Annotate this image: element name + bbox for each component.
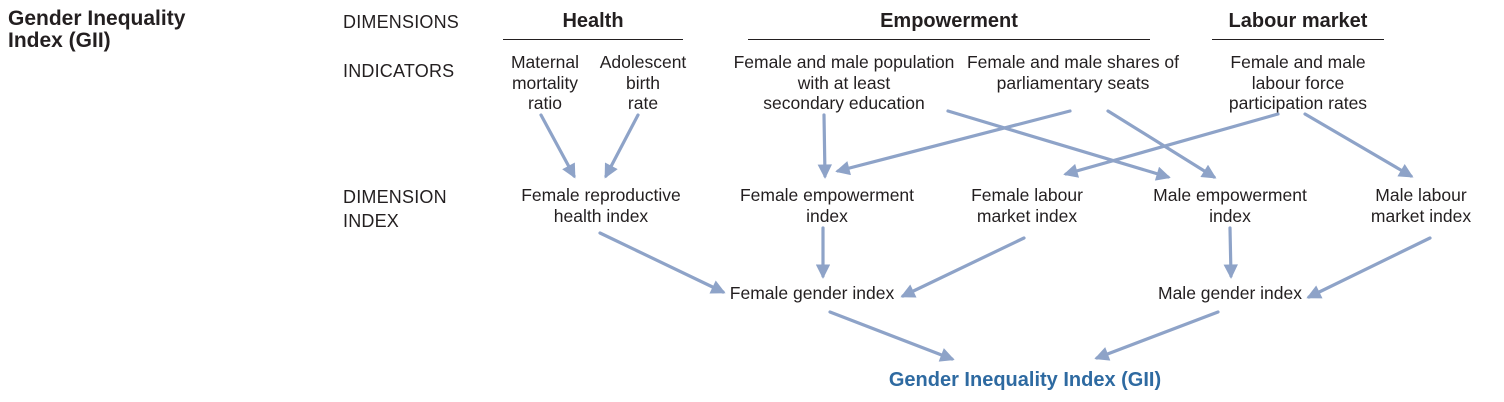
diagram-title: Gender Inequality Index (GII) xyxy=(8,8,185,52)
index-female-empowerment-line2: index xyxy=(806,205,848,226)
arrow-female-gender-to-gii xyxy=(828,310,955,362)
indicator-education-line3: secondary education xyxy=(763,93,925,113)
index-female-reproductive-health: Female reproductive health index xyxy=(516,185,686,226)
arrow-parliament-to-female-empowerment xyxy=(835,109,1072,176)
male-gender-index: Male gender index xyxy=(1158,283,1302,303)
index-female-labour-line1: Female labour xyxy=(971,185,1083,205)
arrow-education-to-male-empowerment xyxy=(946,109,1171,181)
row-label-dimension-index-line1: DIMENSION xyxy=(343,187,447,207)
arrow-maternal-to-reproductive xyxy=(539,113,576,179)
indicator-parliament-line1: Female and male shares of xyxy=(966,52,1180,72)
arrow-male-empowerment-to-male-gender xyxy=(1223,226,1238,279)
arrow-reproductive-to-female-gender xyxy=(598,231,726,294)
index-male-labour-market: Male labour market index xyxy=(1360,185,1482,226)
indicator-labour-force-line1: Female and male xyxy=(1230,52,1366,72)
index-female-reproductive-line1: Female reproductive xyxy=(521,185,681,205)
diagram-title-line1: Gender Inequality xyxy=(8,7,186,30)
indicator-labour-force-participation: Female and male labour force participati… xyxy=(1210,52,1386,114)
arrow-male-gender-to-gii xyxy=(1094,310,1220,361)
index-female-labour-line2: market index xyxy=(976,205,1078,226)
dimension-labour-market-rule xyxy=(1212,39,1384,40)
index-male-empowerment: Male empowerment index xyxy=(1140,185,1320,226)
female-gender-index: Female gender index xyxy=(729,283,895,303)
row-label-indicators: INDICATORS xyxy=(343,61,455,81)
index-male-labour-line2: market index xyxy=(1370,205,1472,226)
gender-inequality-index-final: Gender Inequality Index (GII) xyxy=(888,369,1162,391)
diagram-title-line2: Index (GII) xyxy=(8,29,111,52)
arrow-female-labour-to-female-gender xyxy=(900,236,1026,298)
arrow-parliament-to-male-empowerment xyxy=(1106,109,1217,179)
indicator-adolescent-birth-rate: Adolescent birth rate xyxy=(593,52,693,114)
row-label-dimensions: DIMENSIONS xyxy=(343,12,460,32)
dimension-health: Health xyxy=(562,10,624,32)
arrow-labour-force-to-female-labour xyxy=(1063,112,1280,178)
indicator-maternal-line3: ratio xyxy=(527,93,563,113)
indicator-maternal-line1: Maternal xyxy=(510,52,580,72)
indicator-education-line2: with at least xyxy=(797,72,891,93)
row-label-dimension-index: DIMENSION INDEX xyxy=(343,185,447,233)
dimension-health-rule xyxy=(503,39,683,40)
index-male-labour-line1: Male labour xyxy=(1375,185,1467,205)
indicator-labour-force-line2: labour force xyxy=(1251,72,1345,93)
indicator-maternal-mortality-ratio: Maternal mortality ratio xyxy=(495,52,595,114)
dimension-empowerment-rule xyxy=(748,39,1150,40)
indicator-parliamentary-seats: Female and male shares of parliamentary … xyxy=(962,52,1184,93)
indicator-education-line1: Female and male population xyxy=(733,52,955,72)
indicator-adolescent-line2: birth xyxy=(625,72,661,93)
indicator-parliament-line2: parliamentary seats xyxy=(996,72,1150,93)
index-female-empowerment-line1: Female empowerment xyxy=(739,185,915,205)
arrow-adolescent-to-reproductive xyxy=(604,113,640,179)
index-male-empowerment-line2: index xyxy=(1209,205,1251,226)
dimension-labour-market: Labour market xyxy=(1228,10,1368,32)
arrow-male-labour-to-male-gender xyxy=(1306,236,1432,299)
arrow-labour-force-to-male-labour xyxy=(1303,112,1414,178)
indicator-secondary-education: Female and male population with at least… xyxy=(724,52,964,114)
index-female-empowerment: Female empowerment index xyxy=(732,185,922,226)
dimension-empowerment: Empowerment xyxy=(880,10,1018,32)
row-label-dimension-index-line2: INDEX xyxy=(343,211,400,231)
index-female-labour-market: Female labour market index xyxy=(962,185,1092,226)
indicator-maternal-line2: mortality xyxy=(511,72,579,93)
index-female-reproductive-line2: health index xyxy=(553,205,649,226)
indicator-adolescent-line1: Adolescent xyxy=(599,52,687,72)
indicator-labour-force-line3: participation rates xyxy=(1228,93,1368,113)
index-male-empowerment-line1: Male empowerment xyxy=(1153,185,1307,205)
arrow-education-to-female-empowerment xyxy=(817,113,833,179)
indicator-adolescent-line3: rate xyxy=(627,93,659,113)
